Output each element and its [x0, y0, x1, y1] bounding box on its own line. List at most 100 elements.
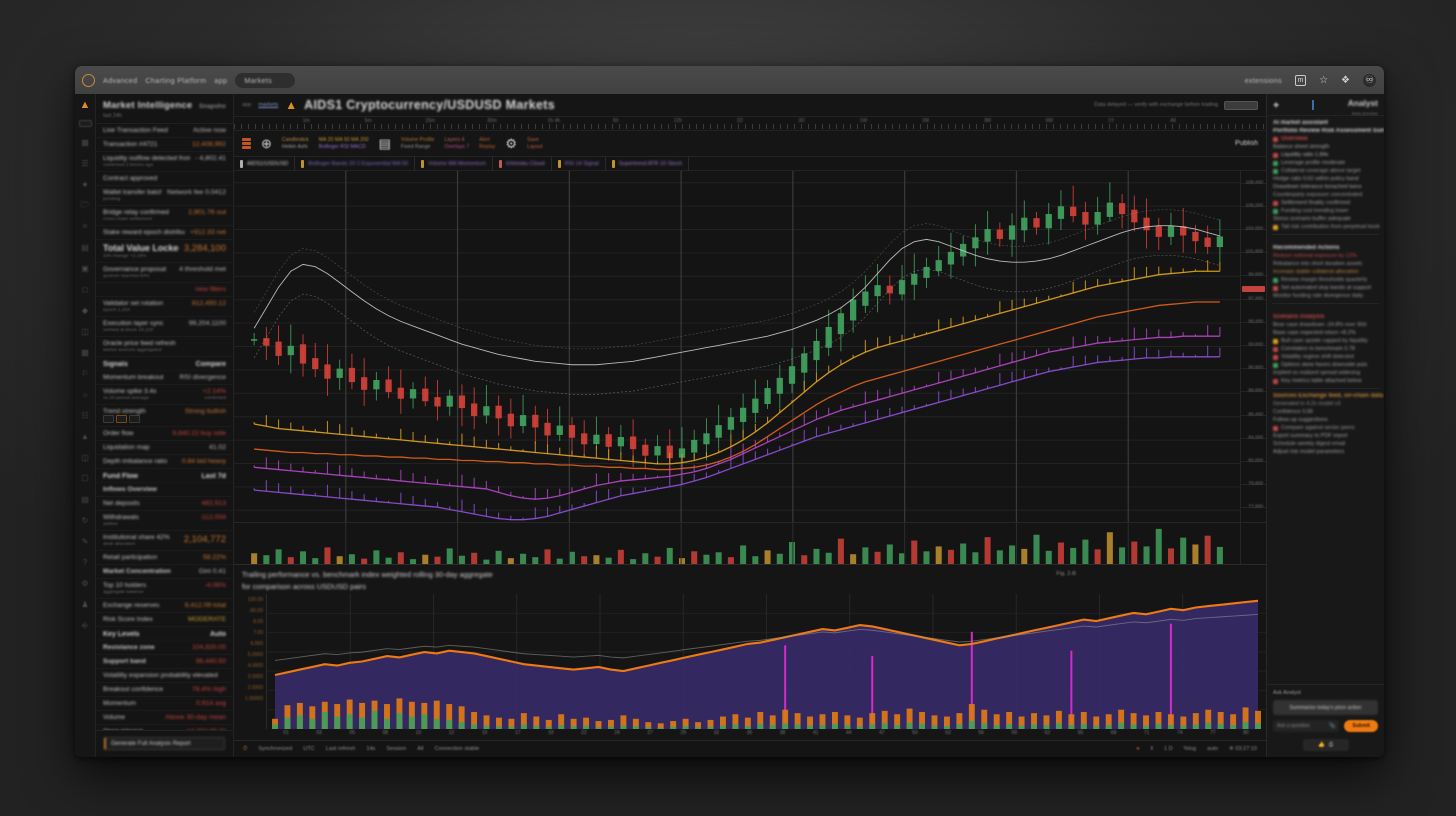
ai-panel-line[interactable]: Set automated stop bands at support [1267, 284, 1384, 292]
panel-toggle-icon[interactable] [78, 120, 92, 127]
star-icon[interactable]: ★ [81, 180, 89, 189]
price-axis[interactable]: 108,400 106,200 104,000 101,800 99,600 97,400… [1240, 171, 1266, 522]
list-item[interactable]: Volume spike 3.4x vs 20-period average +2.… [96, 385, 233, 405]
list-item[interactable]: Volume Above 30-day mean [96, 711, 233, 725]
news-icon[interactable]: ▤ [81, 243, 89, 252]
list-item[interactable]: Institutional share 42% desk allocation 2,… [96, 531, 233, 551]
toolbar-label[interactable]: Layout [526, 144, 543, 150]
timeframe-ruler[interactable]: 1m 5m 15m 30m 1h 4h 6h 12h 1D 3D 1W 1M 3M 6M 1Y All [234, 117, 1266, 131]
bookmark-star-icon[interactable]: ☆ [1319, 74, 1329, 86]
list-item[interactable]: Momentum 0.914 avg [96, 697, 233, 711]
list-item[interactable]: Total Value Locked 24h change +2.18% 3,284… [96, 240, 233, 263]
list-item[interactable]: Bridge relay confirmed cross-chain settle… [96, 206, 233, 226]
list-item[interactable]: Wallet transfer batch queuepending Networ… [96, 186, 233, 206]
notes-icon[interactable]: ✎ [81, 537, 89, 546]
list-item[interactable]: Execution layer sync verified at block 18… [96, 317, 233, 337]
list-item[interactable]: Momentum breakout RSI divergence [96, 371, 233, 385]
ruler-label[interactable]: All [1170, 118, 1176, 124]
toolbar-label[interactable]: MA 20 MA 50 MA 200 [318, 137, 369, 143]
ai-panel-line[interactable]: Volatility regime shift detected [1267, 353, 1384, 361]
ai-panel-line[interactable]: Sources Exchange feed, on-chain data [1267, 392, 1384, 400]
ruler-label[interactable]: 30m [487, 118, 497, 124]
list-item[interactable]: Contract approved [96, 172, 233, 186]
toolbar-label[interactable]: Fixed Range [400, 144, 431, 150]
list-item[interactable]: Validator set rotation epoch 1,204 812,450… [96, 297, 233, 317]
user-icon[interactable]: ♟ [81, 600, 89, 609]
ruler-label[interactable]: 12h [673, 118, 682, 124]
browser-tab[interactable]: Advanced [103, 75, 138, 85]
address-bar[interactable]: Markets [235, 72, 296, 88]
legend-item[interactable]: Bollinger Bands 20 2 Exponential MA 50 [295, 157, 416, 170]
record-icon[interactable]: ● [1136, 746, 1140, 752]
ai-panel-line[interactable]: Recommended Actions [1267, 244, 1384, 252]
ai-panel-line[interactable]: Collateral coverage above target [1267, 167, 1384, 175]
indicators-icon[interactable]: MA 20 MA 50 MA 200 Bollinger RSI MACD [319, 137, 369, 150]
ai-panel-line[interactable]: Adjust risk model parameters [1267, 448, 1384, 456]
ai-panel-line[interactable]: Portfolio Review Risk Assessment Summary [1267, 127, 1384, 135]
price-chart[interactable] [234, 171, 1240, 522]
stream-icon[interactable]: ☷ [81, 411, 89, 420]
ideas-icon[interactable]: ☼ [81, 390, 89, 399]
ruler-label[interactable]: 15m [425, 118, 435, 124]
left-panel-scroll-area[interactable]: Live Transaction Feed Active now Transacti… [96, 124, 233, 730]
toolbar-label[interactable]: Bollinger RSI MACD [318, 144, 366, 150]
ai-panel-line[interactable]: Bull case upside capped by liquidity [1267, 337, 1384, 345]
globe-icon[interactable]: ⊕ [261, 135, 272, 151]
ai-panel-line[interactable]: Key metrics table attached below [1267, 377, 1384, 385]
list-item[interactable]: new filters [96, 283, 233, 297]
ai-panel-line[interactable]: Generated in 4.2s model v3 [1267, 400, 1384, 408]
alert-icon[interactable]: Alert Replay [479, 137, 495, 150]
logout-icon[interactable]: ⎆ [81, 620, 89, 630]
toolbar-label[interactable]: Candlestick [281, 137, 309, 143]
toolbar-label[interactable]: Alert [479, 137, 490, 143]
ruler-label[interactable]: 5m [364, 118, 372, 124]
feedback-pill[interactable]: 👍 ⎙ [1302, 739, 1349, 751]
legend-item[interactable]: Ichimoku Cloud [493, 157, 552, 170]
hotlist-icon[interactable]: ▲ [81, 432, 89, 441]
ai-panel-line[interactable]: Hedge ratio 0.62 within policy band [1267, 175, 1384, 183]
ruler-label[interactable]: 3M [983, 118, 991, 124]
toolbar-label[interactable]: Save [526, 137, 539, 143]
ai-panel-line[interactable]: Settlement finality confirmed [1267, 199, 1384, 207]
list-item[interactable]: Exchange reserves 6,412.09 total [96, 599, 233, 613]
ai-panel-line[interactable]: Increase stable collateral allocation [1267, 268, 1384, 276]
chart-type-icon[interactable]: Candlestick Heikin Ashi [282, 137, 309, 150]
list-item[interactable]: Resistance zone 104,820.00 [96, 641, 233, 655]
ruler-label[interactable]: 1Y [1108, 118, 1115, 124]
pin-icon[interactable]: ❖ [1341, 74, 1350, 86]
copy-icon[interactable]: ⎙ [1328, 741, 1334, 748]
list-item[interactable]: Support band 96,440.50 [96, 655, 233, 669]
list-item[interactable]: Net deposits 482,913 [96, 497, 233, 511]
suggestion-chip[interactable]: Summarize today's price action [1273, 700, 1378, 715]
ai-panel-line[interactable]: Stress scenario buffer adequate [1267, 215, 1384, 223]
ai-panel-line[interactable]: Scenario Analysis [1267, 313, 1384, 321]
toolbar-label[interactable]: Layers 4 [444, 137, 465, 143]
ai-panel-line[interactable]: Options skew favors downside puts [1267, 361, 1384, 369]
settings-gear-icon[interactable]: ⚙ [505, 135, 517, 151]
ai-panel-line[interactable]: Liquidity ratio 1.84x [1267, 151, 1384, 159]
settings-gear-icon[interactable]: ⚙ [505, 136, 517, 152]
list-item[interactable]: Retail participation 58.22% [96, 551, 233, 565]
ai-panel-line[interactable]: Follow-up suggestions [1267, 416, 1384, 424]
ai-panel-line[interactable]: Implied vs realized spread widening [1267, 369, 1384, 377]
orders-icon[interactable]: ☐ [81, 474, 89, 483]
list-item[interactable]: Liquidity outflow detected from vaultcon… [96, 152, 233, 172]
thumbs-up-icon[interactable]: 👍 [1317, 742, 1325, 748]
section-action[interactable]: Last 7d [201, 473, 226, 480]
list-item[interactable]: Governance proposal quorum reached 64% 4 t… [96, 263, 233, 283]
legend-item[interactable]: Volume MA Momentum [415, 157, 493, 170]
extension-icon[interactable]: m [1295, 74, 1307, 86]
generate-report-button[interactable]: Generate Full Analysis Report [104, 737, 225, 750]
list-item[interactable]: Risk Score Index MODERATE [96, 613, 233, 627]
list-item[interactable]: Open interestperpetuals14,204.88 OI [96, 725, 233, 730]
legend-item[interactable]: AIDS1/USDUSD [234, 157, 296, 170]
ai-panel-line[interactable]: Counterparty exposure concentrated [1267, 191, 1384, 199]
grid-icon[interactable]: ▦ [81, 138, 89, 147]
list-item[interactable]: Order flow 9,840.22 buy side [96, 427, 233, 441]
layers-icon[interactable]: Layers 4 Overlays 7 [444, 137, 469, 150]
ai-panel-line[interactable]: Schedule weekly digest email [1267, 440, 1384, 448]
warning-triangle-icon[interactable]: ▲ [79, 98, 91, 111]
ai-panel-line[interactable]: Base case expected return +8.2% [1267, 329, 1384, 337]
section-action[interactable]: Auto [210, 631, 226, 638]
ai-panel-line[interactable]: Tail risk contribution from perpetual bo… [1267, 223, 1384, 231]
